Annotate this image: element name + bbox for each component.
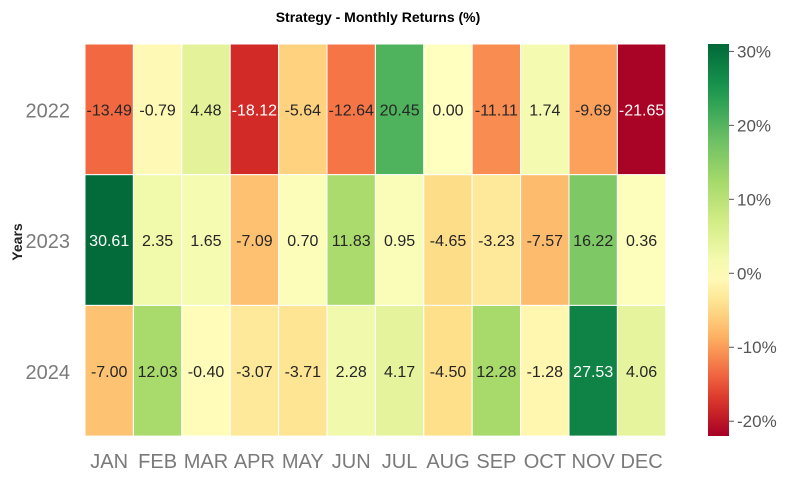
heatmap-cell <box>181 304 231 437</box>
cell-value-label: 4.48 <box>190 102 221 119</box>
cell-value-label: 20.45 <box>380 102 420 119</box>
y-tick-labels: 2022 2023 2024 <box>26 100 71 383</box>
cell-value-label: 2.35 <box>142 233 173 250</box>
x-tick-label: NOV <box>572 451 616 473</box>
x-tick-label: JAN <box>90 451 128 473</box>
cell-value-label: 1.74 <box>529 102 560 119</box>
heatmap-cells <box>84 43 667 437</box>
heatmap-cell <box>84 304 134 437</box>
colorbar-tick-label: 0% <box>737 264 762 283</box>
cell-value-label: -21.65 <box>619 102 664 119</box>
cell-value-label: 16.22 <box>573 233 613 250</box>
x-tick-label: SEP <box>476 451 516 473</box>
cell-value-label: 4.17 <box>384 364 415 381</box>
colorbar-tick-label: -20% <box>737 412 777 431</box>
heatmap-cell <box>374 304 425 437</box>
heatmap-cell <box>278 174 328 306</box>
cell-value-label: -9.69 <box>575 102 612 119</box>
x-tick-labels: JAN FEB MAR APR MAY JUN JUL AUG SEP OCT NOV DEC <box>90 451 662 473</box>
x-tick-label: MAR <box>184 451 228 473</box>
cell-value-label: 0.95 <box>384 233 415 250</box>
heatmap-cell <box>520 304 570 437</box>
heatmap-cell <box>520 43 570 176</box>
cell-value-label: -0.79 <box>139 102 176 119</box>
cell-value-label: -18.12 <box>232 102 277 119</box>
cell-value-label: 27.53 <box>573 364 613 381</box>
colorbar-tick-label: -10% <box>737 338 777 357</box>
x-tick-label: JUN <box>332 451 371 473</box>
heatmap-cell <box>181 43 231 176</box>
colorbar <box>708 44 729 436</box>
heatmap-cell <box>616 174 667 306</box>
cell-value-label: -1.28 <box>527 364 564 381</box>
cell-value-label: -0.40 <box>188 364 225 381</box>
cell-value-label: 12.03 <box>138 364 178 381</box>
cell-value-label: 12.28 <box>476 364 516 381</box>
heatmap-cell <box>132 43 183 176</box>
cell-value-label: 1.65 <box>190 233 221 250</box>
y-tick-label: 2023 <box>26 231 71 253</box>
cell-value-label: -3.71 <box>285 364 322 381</box>
colorbar-tick-label: 20% <box>737 116 771 135</box>
heatmap-cell <box>568 174 618 306</box>
heatmap-cell <box>423 43 473 176</box>
heatmap-cell <box>278 304 328 437</box>
colorbar-tick-label: 10% <box>737 190 771 209</box>
x-tick-label: FEB <box>138 451 177 473</box>
cell-value-label: -3.07 <box>236 364 273 381</box>
cell-value-label: 4.06 <box>626 364 657 381</box>
cell-value-label: -11.11 <box>475 102 518 119</box>
cell-value-label: -7.00 <box>91 364 128 381</box>
cell-value-label: 0.36 <box>626 233 657 250</box>
cell-value-label: -7.09 <box>236 233 273 250</box>
chart-title: Strategy - Monthly Returns (%) <box>276 9 481 25</box>
x-tick-label: MAY <box>282 451 324 473</box>
x-tick-label: AUG <box>426 451 469 473</box>
x-tick-label: APR <box>234 451 275 473</box>
cell-value-label: -13.49 <box>87 102 132 119</box>
heatmap-cell <box>326 43 376 176</box>
cell-value-label: -3.23 <box>478 233 515 250</box>
y-axis-label: Years <box>9 223 25 261</box>
heatmap-value-labels: -13.49 -0.79 4.48 -18.12 -5.64 -12.64 20.45 0.0… <box>87 102 665 380</box>
x-tick-label: OCT <box>524 451 566 473</box>
cell-value-label: -4.65 <box>430 233 467 250</box>
y-tick-label: 2024 <box>26 362 71 384</box>
heatmap-cell <box>374 174 425 306</box>
heatmap-cell <box>423 174 473 306</box>
heatmap-cell <box>471 174 522 306</box>
cell-value-label: 2.28 <box>336 364 367 381</box>
colorbar-ticks: 30% 20% 10% 0% -10% -20% <box>729 42 777 431</box>
heatmap-cell <box>616 43 667 176</box>
heatmap-cell <box>568 304 618 437</box>
heatmap-cell <box>326 174 376 306</box>
heatmap-cell <box>229 43 280 176</box>
heatmap-cell <box>616 304 667 437</box>
x-tick-label: JUL <box>382 451 418 473</box>
heatmap-cell <box>229 174 280 306</box>
cell-value-label: -12.64 <box>329 102 374 119</box>
x-tick-label: DEC <box>620 451 662 473</box>
heatmap-cell <box>229 304 280 437</box>
heatmap-cell <box>520 174 570 306</box>
cell-value-label: 11.83 <box>332 233 371 250</box>
colorbar-tick-label: 30% <box>737 42 771 61</box>
cell-value-label: 30.61 <box>89 233 129 250</box>
y-tick-label: 2022 <box>26 100 71 122</box>
cell-value-label: -5.64 <box>285 102 322 119</box>
heatmap-cell <box>132 174 183 306</box>
cell-value-label: -7.57 <box>527 233 564 250</box>
cell-value-label: 0.70 <box>287 233 318 250</box>
cell-value-label: 0.00 <box>432 102 463 119</box>
cell-value-label: -4.50 <box>430 364 467 381</box>
heatmap-cell <box>84 43 134 176</box>
